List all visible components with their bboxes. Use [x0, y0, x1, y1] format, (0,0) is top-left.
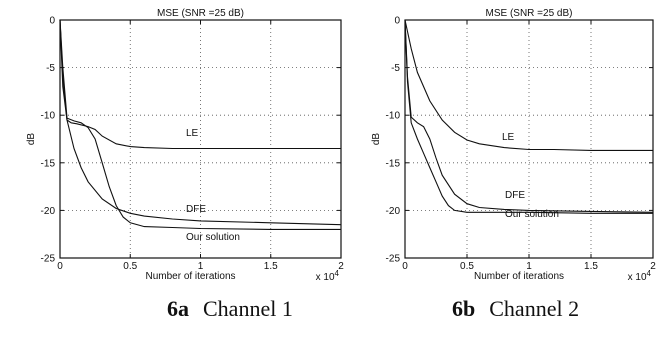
x-tick-label: 0.5 [460, 261, 474, 272]
caption-label: 6b [452, 296, 476, 321]
y-tick-label: -20 [386, 206, 401, 217]
series-label-our-solution: Our solution [186, 232, 240, 243]
x-tick-label: 0 [402, 261, 408, 272]
chart-panel-channel-2: LE DFE Our solution 0 0.5 1 1.5 2 0 -5 -10 -15 -20 -2… [371, 8, 656, 283]
y-tick-label: -10 [386, 111, 401, 122]
caption-channel-2: 6b Channel 2 [452, 296, 579, 322]
x-tick-label: 0 [57, 261, 63, 272]
plot-frame [59, 19, 342, 259]
y-tick-label: -25 [386, 254, 401, 265]
series-label-le: LE [502, 132, 515, 143]
x-tick-label: 1.5 [584, 261, 598, 272]
x-axis-multiplier: x 104 [316, 269, 340, 283]
plot-frame [404, 19, 654, 259]
y-tick-label: -20 [41, 206, 56, 217]
series-label-le: LE [186, 128, 199, 139]
series-label-our-solution: Our solution [505, 209, 559, 220]
caption-label: 6a [167, 296, 189, 321]
x-axis-label: Number of iterations [474, 271, 564, 282]
x-tick-label: 1 [198, 261, 204, 272]
chart-title: MSE (SNR =25 dB) [486, 8, 573, 19]
series-label-dfe: DFE [505, 190, 525, 201]
series-line-our-solution [404, 19, 653, 214]
y-tick-label: -5 [46, 63, 55, 74]
x-tick-label: 2 [338, 261, 344, 272]
y-tick-label: -5 [391, 63, 400, 74]
series-line-dfe [404, 19, 654, 213]
x-tick-label: 1 [526, 261, 532, 272]
y-tick-label: 0 [49, 16, 55, 27]
x-tick-label: 0.5 [123, 261, 137, 272]
series-label-dfe: DFE [186, 204, 206, 215]
y-tick-label: -25 [41, 254, 56, 265]
x-tick-label: 1.5 [264, 261, 278, 272]
caption-text: Channel 1 [203, 296, 293, 321]
series-line-le [404, 19, 653, 151]
series-line-our-solution [59, 19, 341, 230]
y-axis-label: dB [26, 133, 37, 146]
y-tick-label: -10 [41, 111, 56, 122]
y-axis-label: dB [371, 133, 382, 146]
x-tick-label: 2 [650, 261, 656, 272]
caption-text: Channel 2 [489, 296, 580, 321]
series-line-le [59, 19, 341, 150]
y-tick-label: -15 [386, 158, 401, 169]
chart-panel-channel-1: LE DFE Our solution 0 0.5 1 1.5 2 0 -5 -10 -15 -20 -2… [26, 8, 344, 283]
y-tick-label: -15 [41, 158, 56, 169]
y-tick-label: 0 [394, 16, 400, 27]
chart-title: MSE (SNR =25 dB) [157, 8, 244, 19]
x-axis-multiplier: x 104 [628, 269, 652, 283]
series-line-dfe [59, 19, 342, 226]
caption-channel-1: 6a Channel 1 [167, 296, 293, 322]
x-axis-label: Number of iterations [145, 271, 235, 282]
